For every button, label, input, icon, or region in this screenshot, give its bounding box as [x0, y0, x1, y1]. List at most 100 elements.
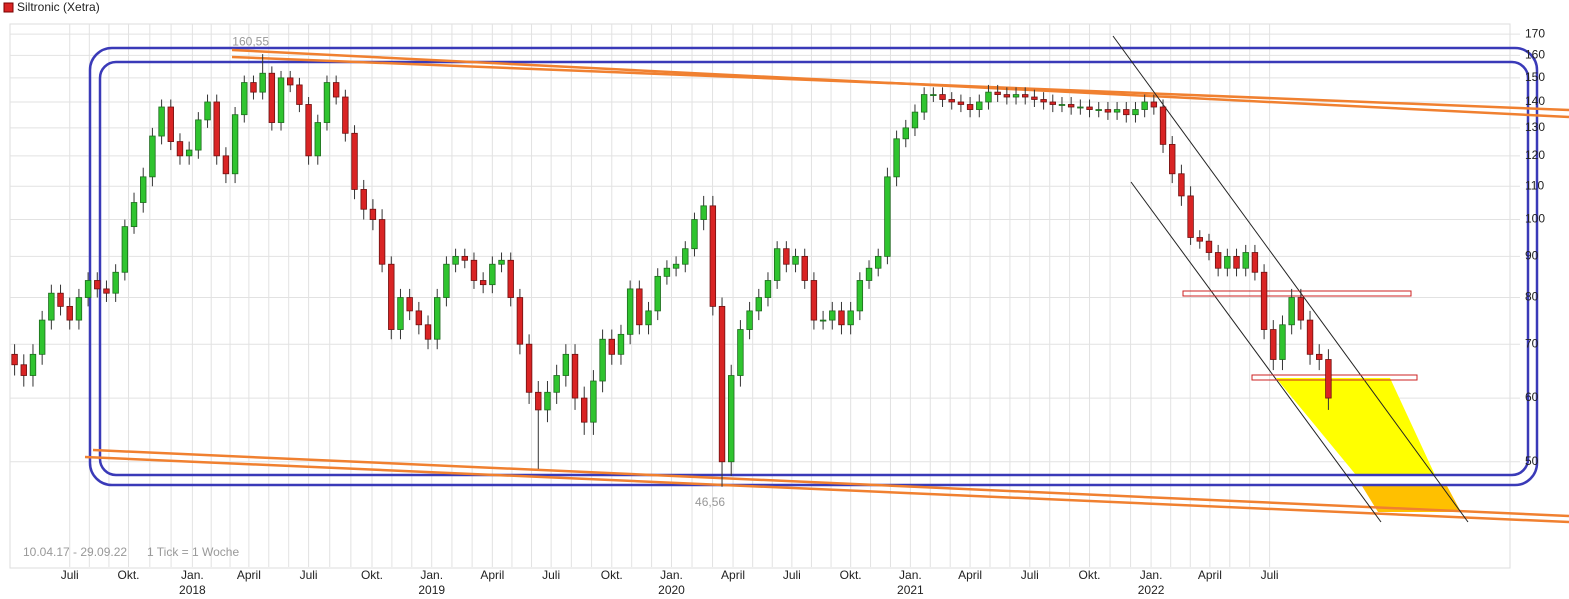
candle-body	[112, 271, 119, 294]
candle-body	[1306, 319, 1314, 355]
candle-body	[434, 297, 441, 340]
x-tick-label: April	[1198, 568, 1222, 582]
candle-body	[581, 397, 588, 423]
candle-body	[1150, 101, 1158, 108]
candle-body	[525, 343, 533, 393]
candle-body	[948, 99, 955, 103]
candle-body	[507, 259, 514, 298]
x-tick-label: Juli	[1261, 568, 1279, 582]
channel-line	[1130, 181, 1382, 523]
y-tick-label: 100	[1525, 212, 1545, 226]
candle-body	[976, 101, 983, 110]
candle-body	[626, 288, 634, 335]
y-tick-label: 70	[1525, 336, 1539, 350]
x-tick-label: Okt.	[118, 568, 140, 582]
x-year-label: 2018	[179, 583, 206, 597]
x-year-label: 2022	[1138, 583, 1165, 597]
candle-body	[1316, 353, 1323, 360]
legend-label: Siltronic (Xetra)	[17, 0, 100, 14]
candle-body	[1104, 109, 1112, 113]
x-year-label: 2020	[658, 583, 685, 597]
candle-body	[1270, 329, 1277, 360]
x-tick-label: Juli	[783, 568, 801, 582]
candle-body	[755, 297, 762, 312]
x-tick-label: Jan.	[420, 568, 443, 582]
trend-line	[84, 455, 1569, 524]
candle-body	[847, 310, 854, 326]
candle-body	[424, 324, 432, 340]
x-year-label: 2021	[897, 583, 924, 597]
candle-body	[838, 310, 845, 326]
y-tick-label: 130	[1525, 120, 1545, 134]
legend-swatch	[3, 2, 14, 13]
x-tick-label: Okt.	[1079, 568, 1101, 582]
candle-body	[66, 305, 73, 321]
candle-body	[783, 248, 790, 265]
tick-note: 1 Tick = 1 Woche	[147, 545, 239, 559]
x-tick-label: Okt.	[361, 568, 383, 582]
candle-body	[544, 391, 551, 411]
candle-body	[461, 255, 468, 261]
candle-body	[1067, 104, 1075, 108]
candle-body	[360, 189, 367, 210]
candle-body	[167, 106, 174, 142]
candle-body	[11, 353, 18, 366]
x-tick-label: Okt.	[601, 568, 623, 582]
candle-body	[241, 82, 248, 116]
y-tick-label: 90	[1525, 249, 1539, 263]
drawings	[84, 35, 1569, 524]
candle-body	[121, 226, 129, 273]
candle-body	[176, 141, 184, 157]
y-tick-label: 50	[1525, 454, 1539, 468]
candle-body	[718, 305, 726, 463]
candle-body	[617, 333, 625, 355]
candle-body	[57, 292, 64, 307]
candle-body	[682, 248, 689, 265]
range-box	[88, 46, 1539, 487]
x-tick-label: April	[480, 568, 504, 582]
candle-body	[103, 288, 110, 294]
x-year-label: 2019	[418, 583, 445, 597]
candle-body	[415, 310, 423, 326]
candle-body	[305, 104, 312, 157]
candle-body	[884, 176, 891, 257]
candle-body	[773, 248, 781, 281]
candle-body	[939, 94, 946, 100]
candle-body	[1224, 255, 1231, 269]
x-tick-label: Jan.	[660, 568, 683, 582]
y-tick-label: 110	[1525, 178, 1544, 192]
candle-body	[75, 297, 83, 321]
candle-body	[1288, 297, 1295, 326]
x-tick-label: Okt.	[840, 568, 862, 582]
candle-body	[498, 259, 505, 265]
candle-body	[342, 96, 349, 134]
target-zone	[1276, 378, 1435, 475]
candle-body	[636, 288, 643, 326]
candle-body	[195, 119, 202, 151]
candle-body	[746, 310, 753, 330]
candle-body	[140, 176, 147, 203]
y-tick-label: 160	[1525, 47, 1545, 61]
candle-body	[1003, 94, 1011, 98]
candle-body	[1196, 237, 1203, 242]
candle-body	[920, 94, 928, 113]
x-tick-label: Jan.	[181, 568, 204, 582]
candle-body	[1058, 104, 1066, 106]
candle-body	[930, 94, 937, 96]
candle-body	[250, 82, 257, 93]
candle-body	[1031, 96, 1038, 100]
candle-body	[1113, 109, 1121, 113]
candle-body	[204, 101, 211, 121]
candle-body	[516, 297, 524, 345]
x-tick-label: April	[721, 568, 745, 582]
candle-body	[222, 155, 230, 175]
candle-body	[691, 219, 698, 250]
candle-body	[792, 255, 799, 265]
candle-body	[902, 127, 909, 140]
candle-body	[1205, 240, 1213, 253]
candle-body	[20, 364, 27, 376]
candle-body	[296, 84, 303, 105]
candle-body	[801, 255, 808, 281]
candle-body	[443, 263, 450, 298]
candle-body	[369, 208, 377, 220]
